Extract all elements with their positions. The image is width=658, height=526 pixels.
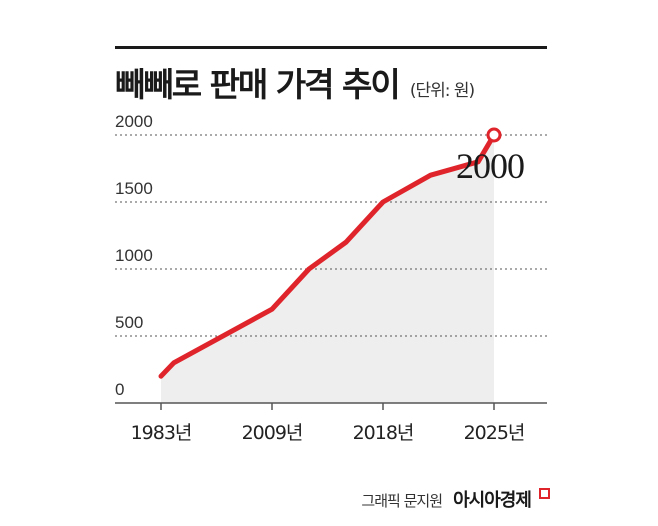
footer-credit: 그래픽 문지원 아시아경제 [361,486,550,512]
graphic-credit: 그래픽 문지원 [361,492,443,510]
brand-logo: 아시아경제 [453,490,532,511]
top-rule [115,46,547,49]
chart-title: 빼빼로 판매 가격 추이 [115,65,401,104]
series-line [158,132,497,379]
x-tick-label: 2025년 [464,422,525,444]
endpoint-marker [486,127,502,143]
x-tick-label: 1983년 [131,422,192,444]
y-tick-label: 1500 [115,179,153,198]
brand-mark-icon [539,488,550,499]
y-tick-label: 2000 [115,112,153,131]
y-tick-label: 0 [115,380,124,399]
x-tick-label: 2018년 [353,422,414,444]
y-tick-label: 1000 [115,246,153,265]
x-tick-label: 2009년 [242,422,303,444]
unit-label: (단위: 원) [409,81,475,101]
y-tick-label: 500 [115,313,143,332]
value-label: 2000 [456,146,524,186]
title-block: 빼빼로 판매 가격 추이 (단위: 원) [115,58,475,106]
